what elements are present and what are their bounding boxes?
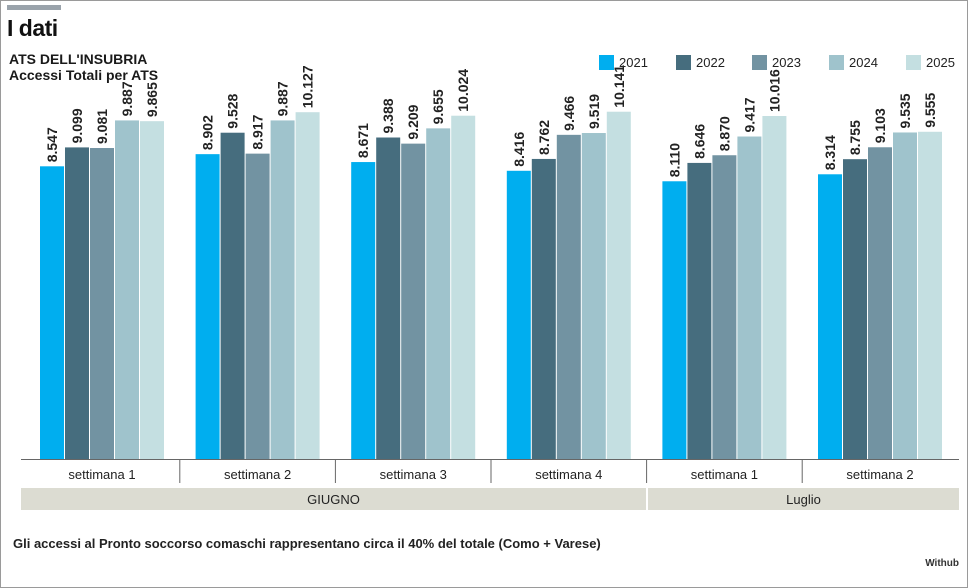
value-label-2024-1: 9.887	[119, 81, 135, 116]
bar-2024-4	[581, 133, 606, 459]
x-tick-label-3: settimana 3	[380, 467, 447, 482]
bar-2024-1	[115, 120, 139, 460]
legend-swatch-2023	[752, 55, 767, 70]
bar-2023-3	[401, 143, 426, 459]
bar-2025-5	[762, 115, 787, 460]
bar-2021-5	[662, 181, 687, 459]
bar-2023-5	[712, 155, 737, 460]
bar-2021-1	[40, 166, 64, 459]
bar-2024-5	[737, 136, 762, 459]
legend-swatch-2025	[906, 55, 921, 70]
value-label-2025-4: 10.141	[611, 65, 627, 108]
value-label-2025-3: 10.024	[455, 69, 471, 112]
legend-label-2025: 2025	[926, 55, 955, 70]
value-label-2021-1: 8.547	[44, 127, 60, 162]
header-rule	[7, 5, 61, 10]
legend-swatch-2021	[599, 55, 614, 70]
value-label-2024-6: 9.535	[897, 93, 913, 128]
value-label-2023-3: 9.209	[405, 104, 421, 139]
bar-2025-3	[451, 115, 476, 459]
value-label-2022-6: 8.755	[847, 120, 863, 155]
bar-2022-4	[531, 158, 556, 460]
x-tick-label-4: settimana 4	[535, 467, 602, 482]
x-tick-label-2: settimana 2	[224, 467, 291, 482]
group-label-luglio: Luglio	[786, 492, 821, 507]
value-label-2025-2: 10.127	[300, 65, 316, 108]
legend-swatch-2024	[829, 55, 844, 70]
bar-2022-6	[843, 159, 867, 459]
value-labels: 8.547 9.099 9.081 9.887 9.865 8.902 9.528 8.917…	[44, 65, 938, 178]
legend-label-2021: 2021	[619, 55, 648, 70]
value-label-2025-1: 9.865	[144, 82, 160, 117]
bar-2022-3	[376, 137, 401, 459]
legend-label-2023: 2023	[772, 55, 801, 70]
value-label-2022-5: 8.646	[691, 124, 707, 159]
bar-2025-6	[918, 131, 942, 459]
bar-2022-5	[687, 162, 712, 459]
legend-swatch-2022	[676, 55, 691, 70]
value-label-2022-2: 9.528	[225, 93, 241, 128]
value-label-2021-5: 8.110	[666, 143, 682, 177]
bar-2025-1	[140, 121, 164, 459]
bar-2022-1	[65, 147, 89, 460]
bar-2022-2	[220, 132, 245, 459]
bar-2021-2	[195, 154, 220, 459]
group-label-giugno: GIUGNO	[307, 492, 360, 507]
value-label-2023-6: 9.103	[872, 108, 888, 143]
value-label-2022-1: 9.099	[69, 108, 85, 143]
legend-label-2024: 2024	[849, 55, 878, 70]
group-band-luglio	[648, 488, 959, 510]
bar-2021-6	[818, 174, 842, 459]
bar-2021-4	[506, 170, 531, 460]
chart-subtitle: Accessi Totali per ATS	[9, 67, 159, 83]
value-label-2024-2: 9.887	[275, 81, 291, 116]
value-label-2024-3: 9.655	[430, 89, 446, 124]
bar-2023-6	[868, 147, 892, 459]
value-label-2022-3: 9.388	[380, 98, 396, 133]
bar-2024-2	[270, 120, 295, 460]
x-axis: settimana 1 settimana 2 settimana 3 settima…	[21, 459, 959, 483]
bar-2024-3	[426, 128, 451, 459]
value-label-2023-4: 9.466	[561, 96, 577, 131]
value-label-2025-5: 10.016	[766, 69, 782, 112]
bar-2023-2	[245, 153, 270, 459]
x-tick-label-1: settimana 1	[68, 467, 135, 482]
x-tick-label-6: settimana 2	[846, 467, 913, 482]
value-label-2021-2: 8.902	[200, 115, 216, 150]
bars	[40, 111, 942, 460]
bar-2023-4	[556, 134, 581, 459]
value-label-2024-4: 9.519	[586, 94, 602, 129]
value-label-2023-2: 8.917	[250, 114, 266, 149]
value-label-2021-3: 8.671	[355, 123, 371, 158]
group-band-giugno	[21, 488, 646, 510]
value-label-2023-5: 8.870	[716, 116, 732, 151]
bar-2025-4	[606, 111, 631, 460]
group-bands: GIUGNO Luglio	[21, 488, 959, 510]
value-label-2021-4: 8.416	[511, 132, 527, 167]
legend: 2021 2022 2023 2024 2025	[599, 55, 955, 70]
chart-title: ATS DELL'INSUBRIA	[9, 51, 148, 67]
footnote: Gli accessi al Pronto soccorso comaschi …	[13, 536, 601, 551]
legend-label-2022: 2022	[696, 55, 725, 70]
bar-2024-6	[893, 132, 917, 459]
section-title: I dati	[7, 15, 58, 41]
value-label-2023-1: 9.081	[94, 109, 110, 144]
x-tick-label-5: settimana 1	[691, 467, 758, 482]
bar-2025-2	[295, 112, 320, 459]
credit: Withub	[925, 558, 959, 569]
value-label-2024-5: 9.417	[741, 97, 757, 132]
value-label-2021-6: 8.314	[822, 135, 838, 170]
bar-2023-1	[90, 148, 114, 459]
bar-2021-3	[351, 162, 376, 460]
value-label-2025-6: 9.555	[922, 93, 938, 128]
value-label-2022-4: 8.762	[536, 120, 552, 155]
